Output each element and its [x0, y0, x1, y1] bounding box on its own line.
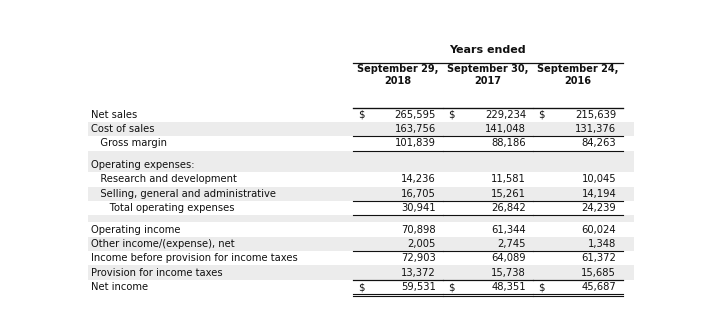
FancyBboxPatch shape	[88, 222, 634, 237]
Text: $: $	[448, 282, 455, 292]
Text: $: $	[538, 110, 545, 120]
Text: 64,089: 64,089	[491, 253, 526, 263]
Text: 2,005: 2,005	[408, 239, 436, 249]
Text: 88,186: 88,186	[491, 138, 526, 148]
Text: 72,903: 72,903	[401, 253, 436, 263]
Text: 59,531: 59,531	[401, 282, 436, 292]
Text: Total operating expenses: Total operating expenses	[91, 203, 234, 213]
Text: 229,234: 229,234	[485, 110, 526, 120]
Text: 10,045: 10,045	[582, 174, 616, 184]
Text: 45,687: 45,687	[582, 282, 616, 292]
Text: 131,376: 131,376	[575, 124, 616, 134]
Text: 11,581: 11,581	[491, 174, 526, 184]
FancyBboxPatch shape	[88, 158, 634, 172]
Text: 61,372: 61,372	[582, 253, 616, 263]
Text: Income before provision for income taxes: Income before provision for income taxes	[91, 253, 298, 263]
Text: 24,239: 24,239	[582, 203, 616, 213]
Text: Provision for income taxes: Provision for income taxes	[91, 268, 222, 278]
Text: Operating expenses:: Operating expenses:	[91, 160, 194, 170]
Text: 15,685: 15,685	[582, 268, 616, 278]
Text: 101,839: 101,839	[395, 138, 436, 148]
Text: 15,261: 15,261	[491, 189, 526, 199]
FancyBboxPatch shape	[88, 172, 634, 187]
Text: $: $	[448, 110, 455, 120]
FancyBboxPatch shape	[88, 237, 634, 251]
Text: 265,595: 265,595	[395, 110, 436, 120]
FancyBboxPatch shape	[88, 122, 634, 136]
Text: Selling, general and administrative: Selling, general and administrative	[91, 189, 276, 199]
Text: 215,639: 215,639	[575, 110, 616, 120]
Text: 163,756: 163,756	[395, 124, 436, 134]
Text: Gross margin: Gross margin	[91, 138, 167, 148]
Text: 61,344: 61,344	[491, 225, 526, 235]
Text: 16,705: 16,705	[401, 189, 436, 199]
Text: 2,745: 2,745	[498, 239, 526, 249]
Text: 1,348: 1,348	[588, 239, 616, 249]
Text: Operating income: Operating income	[91, 225, 180, 235]
Text: 15,738: 15,738	[491, 268, 526, 278]
Text: 48,351: 48,351	[491, 282, 526, 292]
Text: 13,372: 13,372	[401, 268, 436, 278]
FancyBboxPatch shape	[88, 251, 634, 266]
Text: September 30,
2017: September 30, 2017	[447, 64, 528, 86]
Text: $: $	[358, 110, 365, 120]
FancyBboxPatch shape	[88, 151, 634, 158]
FancyBboxPatch shape	[88, 108, 634, 122]
Text: 70,898: 70,898	[401, 225, 436, 235]
Text: Research and development: Research and development	[91, 174, 237, 184]
FancyBboxPatch shape	[88, 187, 634, 201]
FancyBboxPatch shape	[88, 266, 634, 280]
Text: 30,941: 30,941	[401, 203, 436, 213]
Text: Other income/(expense), net: Other income/(expense), net	[91, 239, 234, 249]
Text: September 29,
2018: September 29, 2018	[357, 64, 439, 86]
Text: $: $	[358, 282, 365, 292]
Text: Years ended: Years ended	[449, 45, 526, 55]
Text: 84,263: 84,263	[582, 138, 616, 148]
Text: 26,842: 26,842	[491, 203, 526, 213]
FancyBboxPatch shape	[88, 215, 634, 222]
FancyBboxPatch shape	[88, 201, 634, 215]
Text: Net sales: Net sales	[91, 110, 137, 120]
FancyBboxPatch shape	[88, 280, 634, 294]
Text: Cost of sales: Cost of sales	[91, 124, 154, 134]
Text: $: $	[538, 282, 545, 292]
Text: 14,194: 14,194	[582, 189, 616, 199]
Text: 14,236: 14,236	[401, 174, 436, 184]
Text: September 24,
2016: September 24, 2016	[537, 64, 618, 86]
FancyBboxPatch shape	[88, 136, 634, 151]
Text: Net income: Net income	[91, 282, 148, 292]
Text: 60,024: 60,024	[582, 225, 616, 235]
Text: 141,048: 141,048	[485, 124, 526, 134]
